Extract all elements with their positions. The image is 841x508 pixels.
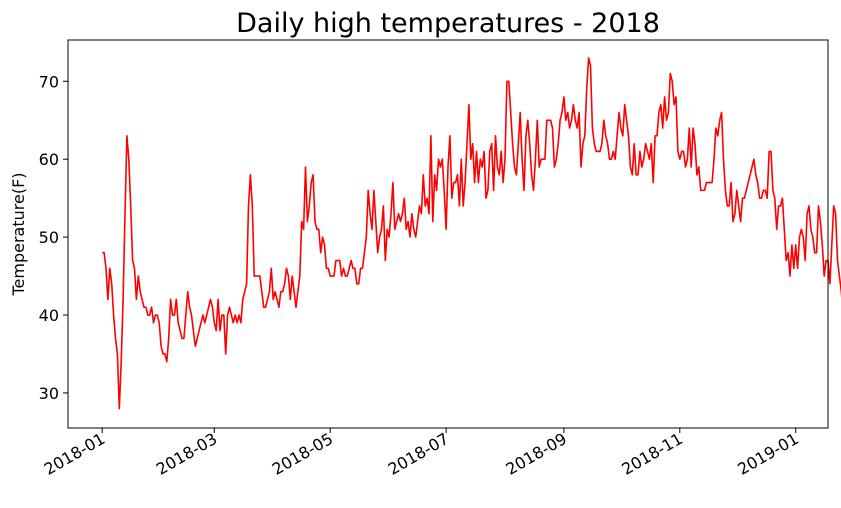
y-tick-label: 70 bbox=[39, 72, 59, 91]
x-tick-label: 2018-07 bbox=[385, 429, 452, 479]
x-tick-label: 2018-11 bbox=[618, 429, 685, 479]
chart-title: Daily high temperatures - 2018 bbox=[236, 8, 660, 39]
y-tick-label: 50 bbox=[39, 228, 59, 247]
x-tick-label: 2018-09 bbox=[502, 429, 569, 479]
series-line-temperature bbox=[102, 57, 841, 410]
plot-frame bbox=[67, 39, 829, 429]
x-tick-label: 2018-03 bbox=[153, 429, 220, 479]
y-tick-label: 60 bbox=[39, 150, 59, 169]
y-tick-label: 30 bbox=[39, 384, 59, 403]
x-tick-label: 2018-05 bbox=[269, 429, 336, 479]
x-tick-label: 2018-01 bbox=[41, 429, 108, 479]
x-tick-label: 2019-01 bbox=[734, 429, 801, 479]
y-tick-label: 40 bbox=[39, 306, 59, 325]
y-axis-label: Temperature(F) bbox=[9, 172, 28, 296]
